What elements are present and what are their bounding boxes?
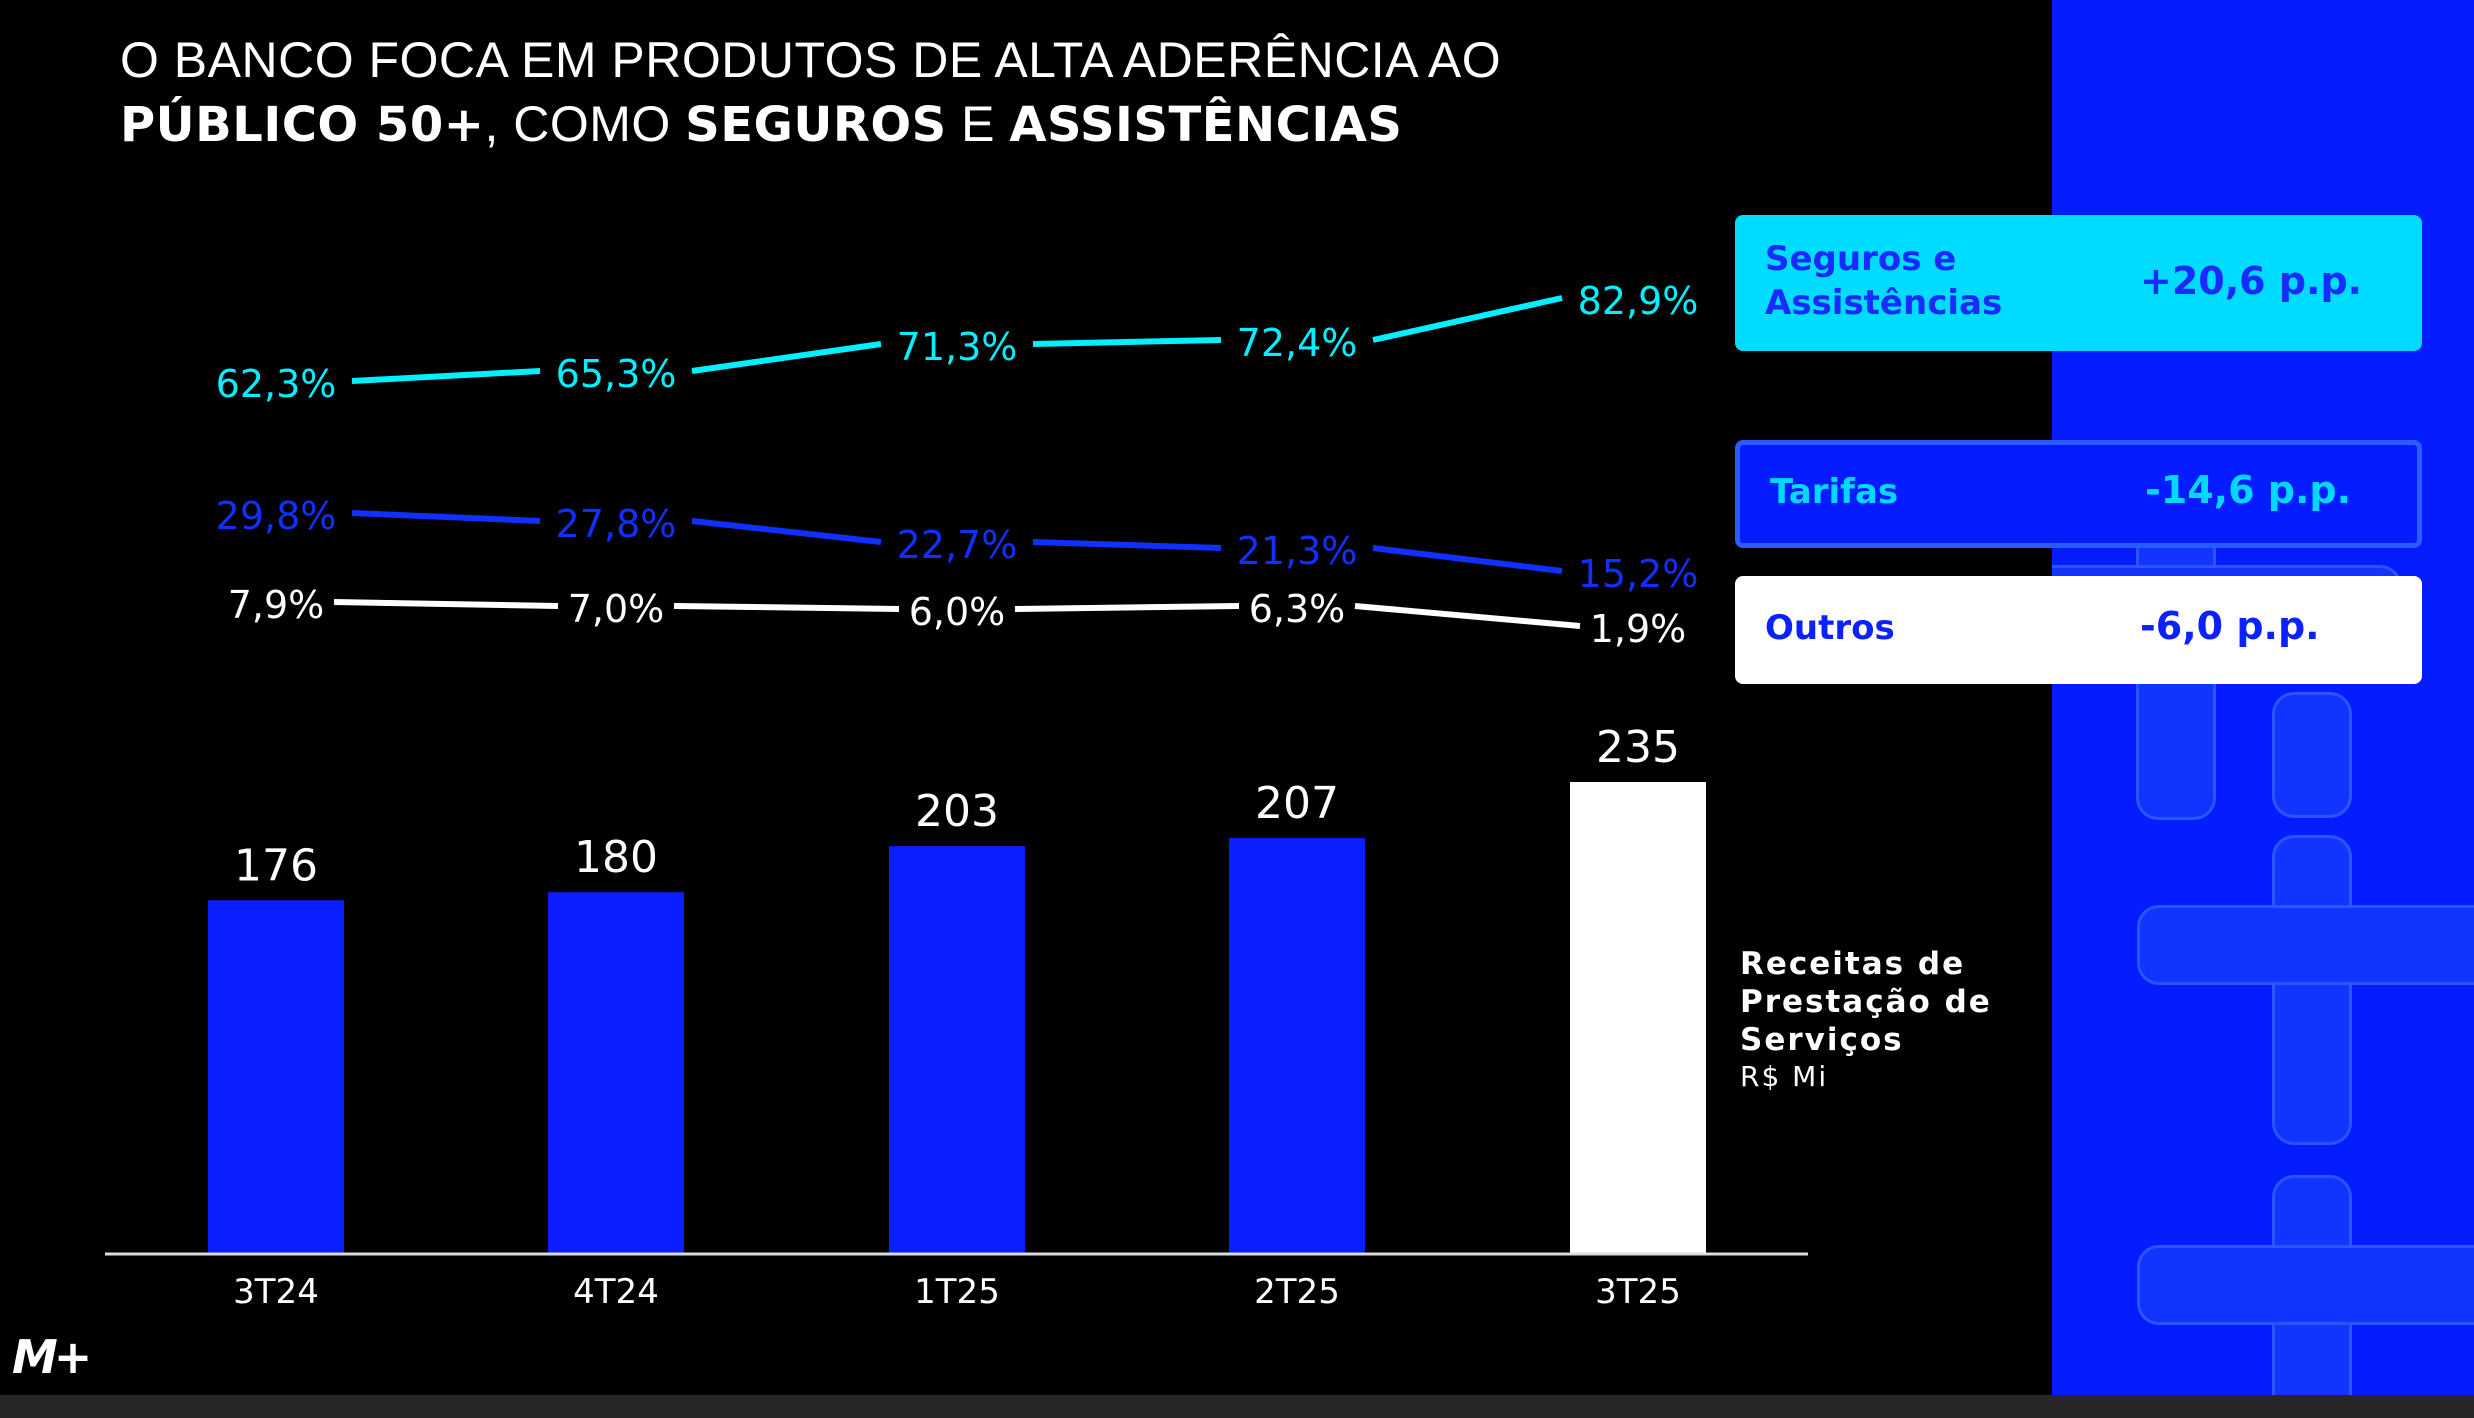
line-point-label: 27,8% xyxy=(556,502,677,546)
page-title: O BANCO FOCA EM PRODUTOS DE ALTA ADERÊNC… xyxy=(120,28,2020,157)
bar-1T25 xyxy=(889,846,1025,1253)
bar-value-label: 207 xyxy=(1255,778,1339,829)
line-segment xyxy=(673,603,900,612)
bar-2T25 xyxy=(1229,838,1365,1253)
line-point-label: 6,0% xyxy=(909,590,1006,634)
brand-logo: M+ xyxy=(12,1330,92,1384)
summary-box-seguros: Seguros e Assistências +20,6 p.p. xyxy=(1735,215,2422,351)
line-point-label: 22,7% xyxy=(897,523,1018,567)
plus-shape-decoration xyxy=(2137,905,2474,985)
line-segment xyxy=(1032,337,1222,347)
bar-value-label: 180 xyxy=(574,832,658,883)
bar-value-label: 235 xyxy=(1596,722,1680,773)
summary-label: Outros xyxy=(1765,608,1895,648)
summary-label-line: Seguros e xyxy=(1765,239,1957,279)
line-point-label: 65,3% xyxy=(556,352,677,396)
title-part: SEGUROS xyxy=(685,97,947,153)
bar-3T24 xyxy=(208,900,344,1253)
line-point-label: 1,9% xyxy=(1590,607,1687,651)
summary-label-line: Assistências xyxy=(1765,283,2003,323)
line-segment xyxy=(691,341,882,374)
line-point-label: 62,3% xyxy=(216,362,337,406)
title-part: PÚBLICO 50+ xyxy=(120,97,485,153)
plus-shape-decoration xyxy=(2272,835,2352,1145)
line-segment xyxy=(1354,603,1581,629)
line-point-label: 6,3% xyxy=(1249,587,1346,631)
bar-3T25 xyxy=(1570,782,1706,1253)
line-point-label: 21,3% xyxy=(1237,529,1358,573)
bar-value-label: 203 xyxy=(915,786,999,837)
summary-box-outros: Outros -6,0 p.p. xyxy=(1735,576,2422,684)
summary-box-tarifas: Tarifas -14,6 p.p. xyxy=(1735,440,2422,548)
bar-legend-unit: R$ Mi xyxy=(1740,1060,1829,1093)
bar-legend: Receitas de Prestação de Serviços R$ Mi xyxy=(1740,945,1992,1095)
plus-shape-decoration xyxy=(2272,692,2352,818)
bar-legend-title-line: Prestação de xyxy=(1740,984,1992,1020)
line-segment xyxy=(691,518,882,545)
line-point-label: 15,2% xyxy=(1578,552,1699,596)
x-tick-label: 2T25 xyxy=(1254,1272,1340,1312)
bar-4T24 xyxy=(548,892,684,1253)
line-point-label: 7,0% xyxy=(568,587,665,631)
plus-shape-decoration xyxy=(2137,1245,2474,1325)
summary-label: Tarifas xyxy=(1770,472,1899,512)
x-tick-label: 4T24 xyxy=(573,1272,659,1312)
line-segment xyxy=(1032,539,1222,551)
title-line-2: PÚBLICO 50+, COMO SEGUROS E ASSISTÊNCIAS xyxy=(120,92,2020,157)
line-segment xyxy=(351,368,541,384)
line-segment xyxy=(333,599,559,609)
title-part: E xyxy=(946,96,1010,152)
line-segment xyxy=(1372,295,1563,343)
line-point-label: 82,9% xyxy=(1578,279,1699,323)
title-line-1: O BANCO FOCA EM PRODUTOS DE ALTA ADERÊNC… xyxy=(120,32,1502,88)
x-tick-label: 3T25 xyxy=(1595,1272,1681,1312)
line-point-label: 72,4% xyxy=(1237,321,1358,365)
line-point-label: 71,3% xyxy=(897,325,1018,369)
line-point-label: 7,9% xyxy=(228,583,325,627)
x-tick-label: 1T25 xyxy=(914,1272,1000,1312)
summary-value: -14,6 p.p. xyxy=(2145,468,2352,512)
bottom-strip xyxy=(0,1395,2474,1418)
title-part: , COMO xyxy=(484,96,686,152)
line-series-seguros-e-assist-ncias: 62,3% 65,3% 71,3% 72,4% 82,9% xyxy=(216,279,1699,406)
summary-label: Seguros e Assistências xyxy=(1765,237,2002,325)
bar-value-label: 176 xyxy=(234,840,318,891)
line-series-tarifas: 29,8% 27,8% 22,7% 21,3% 15,2% xyxy=(216,494,1699,596)
bar-legend-title-line: Serviços xyxy=(1740,1022,1904,1058)
x-tick-label: 3T24 xyxy=(233,1272,319,1312)
line-segment xyxy=(351,510,541,524)
summary-value: -6,0 p.p. xyxy=(2140,604,2320,648)
line-point-label: 29,8% xyxy=(216,494,337,538)
title-part: ASSISTÊNCIAS xyxy=(1009,97,1403,153)
line-segment xyxy=(1372,545,1563,574)
summary-value: +20,6 p.p. xyxy=(2140,259,2363,303)
line-segment xyxy=(1014,603,1240,612)
bar-legend-title-line: Receitas de xyxy=(1740,946,1966,982)
line-series-outros: 7,9% 7,0% 6,0% 6,3% 1,9% xyxy=(228,583,1687,651)
